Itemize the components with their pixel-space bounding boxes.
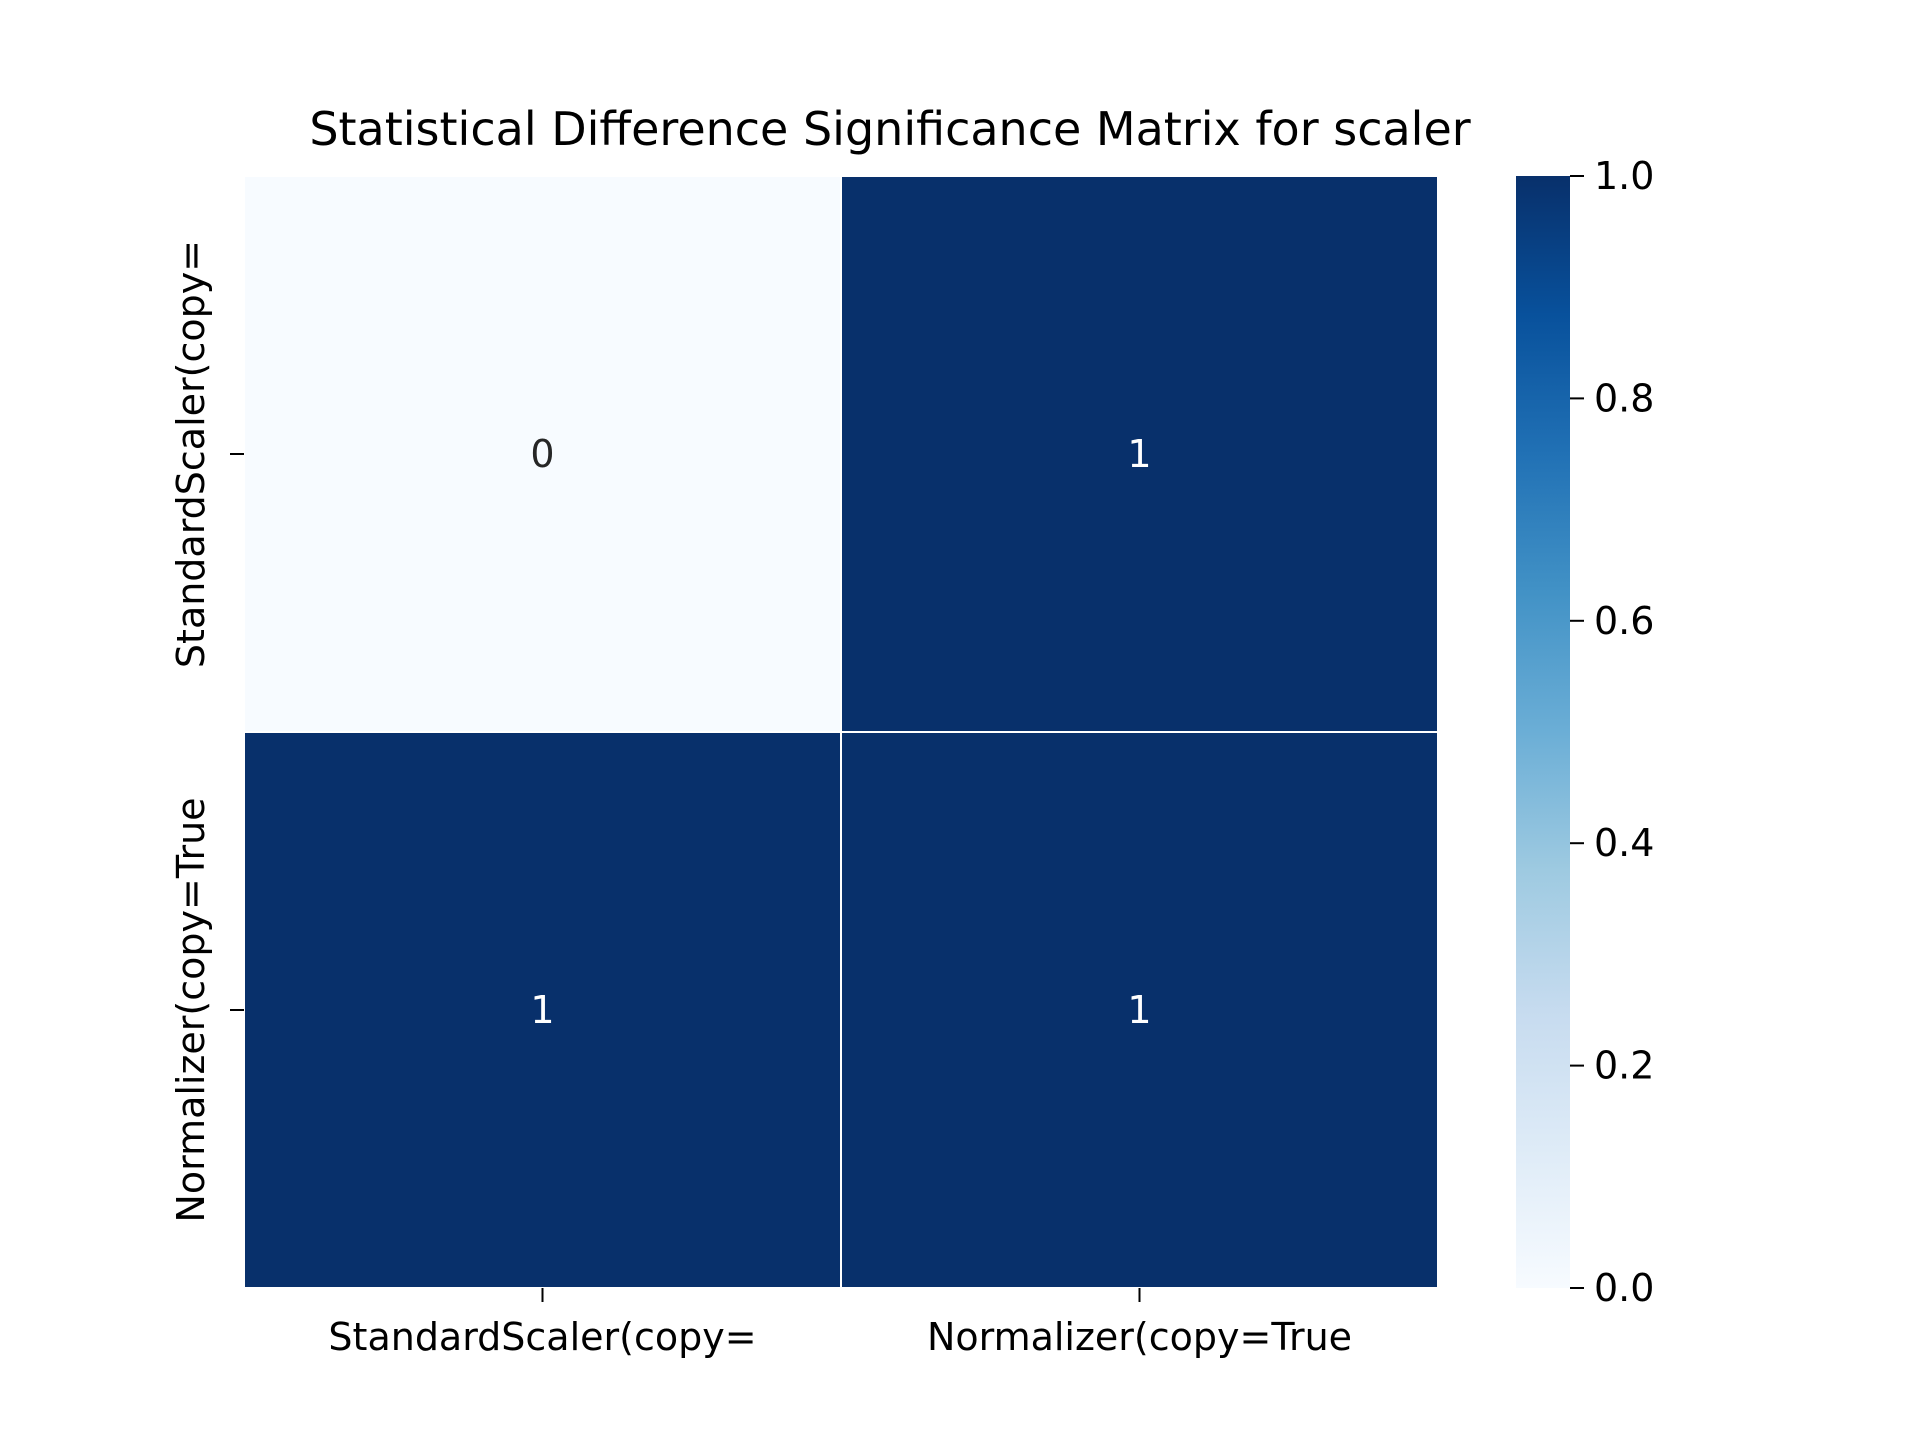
chart-title: Statistical Difference Significance Matr… — [309, 102, 1470, 156]
colorbar: 0.0 0.2 0.4 0.6 0.8 1.0 — [1516, 154, 1654, 1310]
cell-annotation: 1 — [530, 988, 554, 1032]
colorbar-tick-label: 0.0 — [1594, 1266, 1654, 1310]
colorbar-tick-label: 0.8 — [1594, 376, 1654, 420]
colorbar-tick-label: 1.0 — [1594, 154, 1654, 198]
colorbar-tick-label: 0.6 — [1594, 599, 1654, 643]
cell-annotation: 1 — [1127, 432, 1151, 476]
colorbar-tick-label: 0.4 — [1594, 821, 1654, 865]
cell-annotation: 1 — [1127, 988, 1151, 1032]
x-tick-label: Normalizer(copy=True — [927, 1315, 1352, 1359]
cell-annotations: 0 1 1 1 — [530, 432, 1151, 1032]
x-axis: StandardScaler(copy= Normalizer(copy=True — [328, 1288, 1352, 1359]
heatmap-cell — [840, 731, 1439, 1289]
heatmap-cell — [243, 175, 842, 733]
colorbar-tick-label: 0.2 — [1594, 1044, 1654, 1088]
y-tick-label: Normalizer(copy=True — [169, 797, 213, 1222]
cell-annotation: 0 — [530, 432, 554, 476]
heatmap-cells — [243, 175, 1439, 1289]
colorbar-gradient — [1516, 176, 1570, 1288]
y-tick-label: StandardScaler(copy= — [169, 240, 213, 668]
heatmap-cell — [840, 175, 1439, 733]
heatmap-cell — [243, 731, 842, 1289]
x-tick-label: StandardScaler(copy= — [328, 1315, 756, 1359]
y-axis: StandardScaler(copy= Normalizer(copy=True — [169, 240, 244, 1223]
